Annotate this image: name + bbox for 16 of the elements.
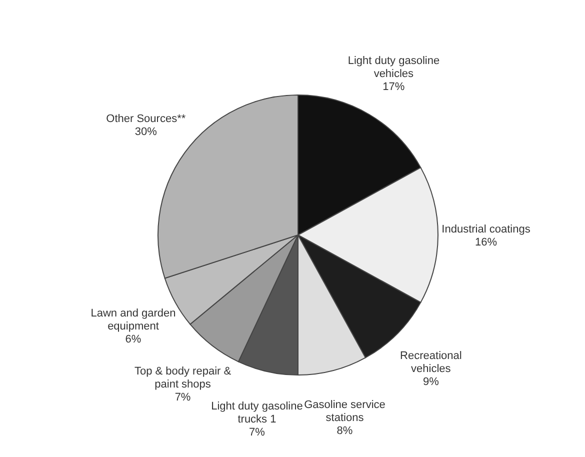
data-label: 6% <box>125 334 142 346</box>
data-label: 17% <box>382 81 405 94</box>
data-label: 9% <box>422 376 440 388</box>
slice-label: Lawn and garden equipment <box>90 308 176 333</box>
data-label: 8% <box>336 425 353 438</box>
slice-label: Gasoline service stations <box>304 399 386 424</box>
data-label: 16% <box>474 236 498 248</box>
data-label: 30% <box>134 126 158 138</box>
slice-label: Light duty gasoline trucks 1 <box>211 400 303 426</box>
slice-label: Light duty gasoline vehicles <box>348 55 440 80</box>
slice-label: Industrial coatings <box>442 224 531 236</box>
data-label: 7% <box>249 426 266 438</box>
slice-label: Recreational vehicles <box>400 350 462 375</box>
data-label: 7% <box>174 392 191 404</box>
slice-label: Top & body repair & paint shops <box>134 366 232 391</box>
slice-label: Other Sources** <box>106 112 186 125</box>
